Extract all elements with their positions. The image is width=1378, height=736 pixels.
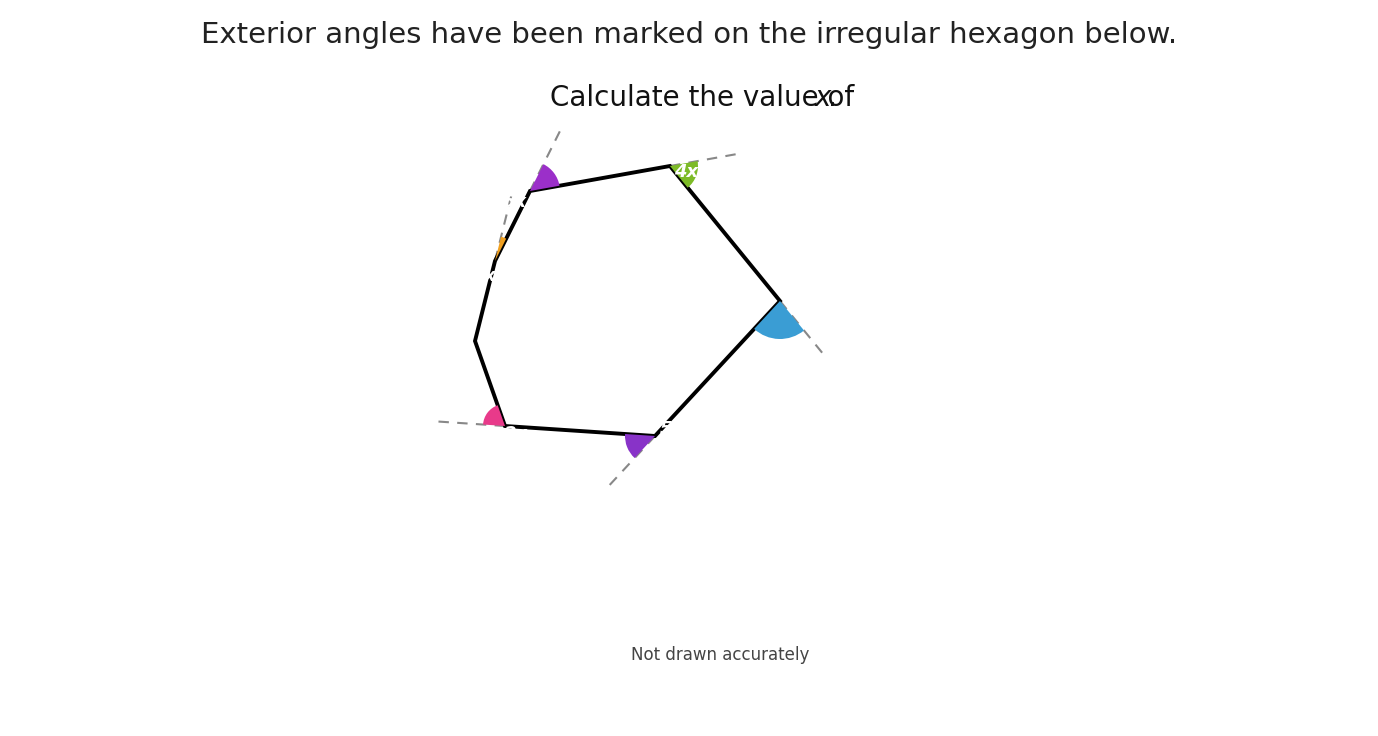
Wedge shape	[484, 406, 504, 426]
Text: Calculate the value of: Calculate the value of	[550, 84, 863, 112]
Text: Not drawn accurately: Not drawn accurately	[631, 646, 809, 664]
Wedge shape	[670, 161, 699, 188]
Text: .: .	[828, 84, 836, 112]
Text: 2x: 2x	[504, 425, 528, 443]
Text: 4x: 4x	[674, 163, 699, 181]
Wedge shape	[754, 301, 803, 339]
Wedge shape	[495, 237, 506, 261]
Text: 5x: 5x	[660, 420, 685, 438]
Wedge shape	[531, 164, 559, 191]
Text: x: x	[814, 84, 831, 112]
Polygon shape	[475, 166, 780, 436]
Wedge shape	[626, 434, 655, 458]
Text: Exterior angles have been marked on the irregular hexagon below.: Exterior angles have been marked on the …	[201, 21, 1177, 49]
Text: x: x	[484, 266, 496, 285]
Text: 7x: 7x	[769, 269, 792, 286]
Text: 5x: 5x	[503, 193, 528, 211]
